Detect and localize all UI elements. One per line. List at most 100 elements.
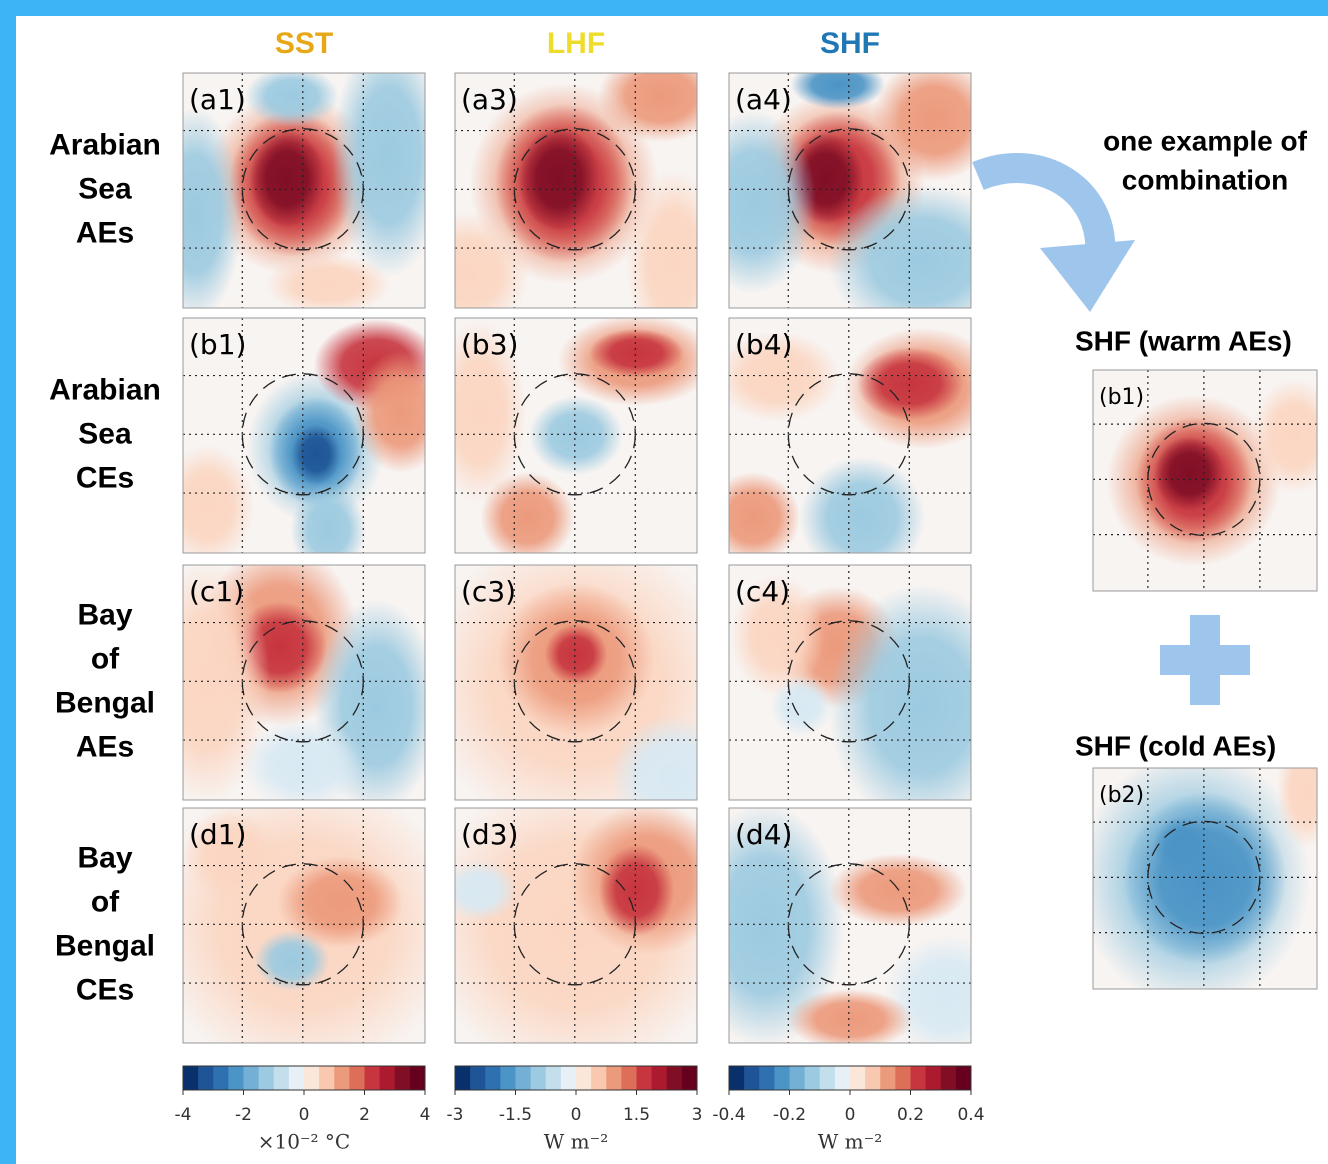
colorbar-segment: [470, 1066, 486, 1090]
field-blob: [598, 844, 675, 937]
panel-border: [728, 72, 972, 309]
field-blob: [871, 73, 971, 182]
colorbar-units: W m⁻²: [818, 1130, 882, 1154]
colorbar-segment: [515, 1066, 532, 1090]
colorbar-segment: [334, 1066, 350, 1090]
field-blob: [183, 107, 243, 308]
colorbar-tick-label: 0.4: [957, 1105, 984, 1125]
eddy-outline: [241, 128, 364, 251]
colorbar-segment: [910, 1066, 927, 1090]
colorbar-segment: [213, 1066, 229, 1090]
colorbar-tick-label: 0.2: [897, 1105, 924, 1125]
colorbar-tick-label: -3: [447, 1105, 464, 1125]
map-panel: [455, 318, 697, 553]
colorbar-segment: [925, 1066, 942, 1090]
colorbar-segment: [744, 1066, 760, 1090]
panel-border: [728, 807, 972, 1044]
colorbar-segment: [364, 1066, 381, 1090]
annotation: one example of: [1103, 125, 1308, 156]
row-label: of: [91, 885, 120, 918]
eddy-outline: [241, 863, 364, 986]
eddy-outline: [513, 373, 636, 496]
colorbar-segment: [258, 1066, 275, 1090]
panel-label: (d1): [189, 818, 246, 851]
field-blob: [589, 328, 684, 378]
field-blob: [455, 211, 531, 308]
panel-label: (d4): [735, 818, 792, 851]
field-blob: [332, 73, 425, 278]
field-blob: [729, 110, 817, 294]
field-blob: [1153, 816, 1212, 875]
eddy-outline: [513, 620, 636, 743]
panel-border: [454, 72, 698, 309]
eddy-outline: [513, 863, 636, 986]
colorbar-segment: [576, 1066, 592, 1090]
row-label: Bay: [77, 598, 132, 631]
colorbar-segment: [500, 1066, 516, 1090]
field-blob: [770, 675, 834, 737]
colorbar-segment: [955, 1066, 972, 1090]
colorbar-tick-label: 0: [299, 1105, 310, 1125]
eddy-outline: [241, 620, 364, 743]
panel-border: [454, 807, 698, 1044]
row-label: Bay: [77, 841, 132, 874]
eddy-outline: [787, 373, 910, 496]
row-label: Bengal: [55, 929, 155, 962]
field-blob: [254, 930, 330, 992]
panel-label: (c4): [735, 575, 790, 608]
field-blob: [183, 444, 255, 553]
field-blob: [828, 583, 971, 800]
colorbar-segment: [636, 1066, 653, 1090]
colorbar-segment: [530, 1066, 547, 1090]
colorbar-segment: [666, 1066, 683, 1090]
inset-title: SHF (warm AEs): [1075, 325, 1292, 356]
colorbar-tick-label: -2: [235, 1105, 252, 1125]
field-blob: [290, 483, 366, 553]
field-blob: [609, 715, 697, 800]
panel-label: (b2): [1099, 783, 1144, 808]
panel-border: [182, 72, 426, 309]
colorbar-segment: [940, 1066, 957, 1090]
field-blob: [729, 471, 801, 553]
colorbar-segment: [560, 1066, 577, 1090]
colorbar-segment: [198, 1066, 214, 1090]
panel-label: (b1): [1099, 385, 1144, 410]
colorbar-units: W m⁻²: [544, 1130, 608, 1154]
field-blob: [277, 856, 404, 948]
colorbar-segment: [804, 1066, 821, 1090]
field-blob: [290, 423, 342, 485]
colorbar-segment: [545, 1066, 562, 1090]
colorbar-segment: [228, 1066, 244, 1090]
map-panel: [183, 73, 425, 308]
plus-sign: [1160, 645, 1250, 675]
colorbar-segment: [819, 1066, 836, 1090]
colorbar-tick-label: -1.5: [499, 1105, 532, 1125]
colorbar-tick-label: 3: [692, 1105, 703, 1125]
map-panel: [455, 73, 697, 308]
colorbar-segment: [621, 1066, 637, 1090]
panel-label: (b4): [735, 328, 792, 361]
colorbar-tick-label: 4: [420, 1105, 431, 1125]
map-panel: [183, 565, 425, 800]
colorbar-segment: [789, 1066, 806, 1090]
colorbar-tick-label: -0.4: [712, 1105, 745, 1125]
map-panel: [729, 318, 971, 553]
colorbar-segment: [834, 1066, 851, 1090]
map-panel: [183, 808, 425, 1043]
map-panel: [1093, 768, 1317, 989]
panel-border: [182, 317, 426, 554]
colorbar-segment: [850, 1066, 866, 1090]
row-label: AEs: [76, 216, 134, 249]
column-title: SST: [275, 27, 333, 60]
arrow: [972, 153, 1116, 257]
map-panel: [1093, 370, 1317, 591]
panel-label: (a4): [735, 83, 792, 116]
colorbar-tick-label: -4: [175, 1105, 192, 1125]
colorbar-segment: [409, 1066, 426, 1090]
field-blob: [625, 169, 697, 308]
row-label: CEs: [76, 461, 134, 494]
field-blob: [544, 623, 608, 685]
panel-label: (a3): [461, 83, 518, 116]
panel-border: [1092, 369, 1318, 592]
field-blob: [241, 718, 367, 800]
